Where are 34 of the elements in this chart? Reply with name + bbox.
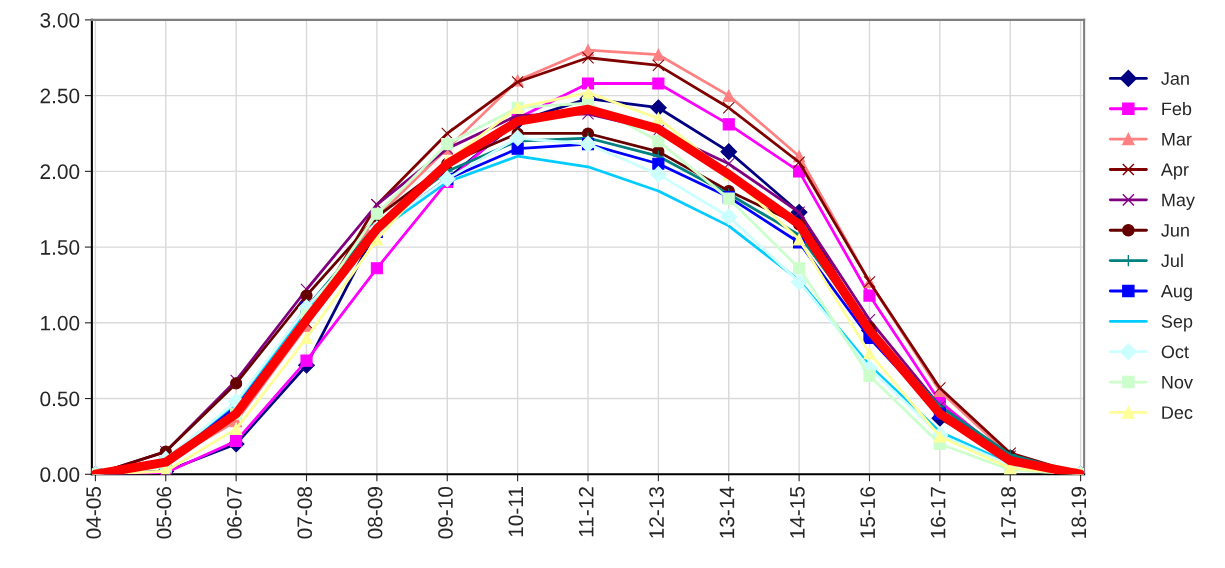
x-tick-label: 15-16 — [860, 487, 876, 538]
legend-label: Jun — [1161, 224, 1189, 237]
x-tick-label: 13-14 — [719, 486, 735, 538]
legend-label: Jul — [1161, 253, 1183, 268]
x-tick-label: 17-18 — [1001, 486, 1016, 538]
legend-label: May — [1162, 193, 1195, 210]
x-tick-label: 05-06 — [156, 487, 172, 539]
x-tick-label: 12-13 — [649, 487, 664, 538]
y-tick-label: 3.00 — [40, 12, 80, 28]
x-tick-label: 14-15 — [790, 486, 805, 538]
legend-label: Aug — [1160, 284, 1192, 302]
legend-label: Mar — [1162, 133, 1192, 146]
x-tick-label: 06-07 — [226, 487, 242, 539]
y-tick-label: 2.00 — [40, 164, 80, 180]
legend-label: Dec — [1162, 406, 1193, 419]
legend-label: Sep — [1161, 315, 1193, 332]
legend-label: Apr — [1160, 163, 1189, 180]
x-tick-label: 18-19 — [1071, 487, 1087, 538]
legend-label: Feb — [1162, 101, 1192, 116]
x-tick-label: 09-10 — [438, 486, 453, 539]
y-tick-label: 0.00 — [40, 467, 80, 483]
x-tick-label: 16-17 — [930, 487, 946, 538]
y-tick-label: 1.50 — [41, 240, 80, 255]
legend-label: Jan — [1161, 72, 1189, 85]
x-tick-label: 07-08 — [297, 486, 313, 539]
legend-label: Oct — [1161, 345, 1189, 359]
x-tick-label: 04-05 — [86, 486, 101, 539]
y-tick-label: 0.50 — [40, 391, 80, 407]
x-tick-label: 11-12 — [578, 487, 594, 537]
x-tick-label: 10-11 — [508, 487, 524, 537]
y-tick-label: 2.50 — [40, 88, 80, 104]
legend-label: Nov — [1162, 376, 1193, 389]
x-tick-label: 08-09 — [367, 487, 383, 539]
y-tick-label: 1.00 — [41, 315, 80, 331]
